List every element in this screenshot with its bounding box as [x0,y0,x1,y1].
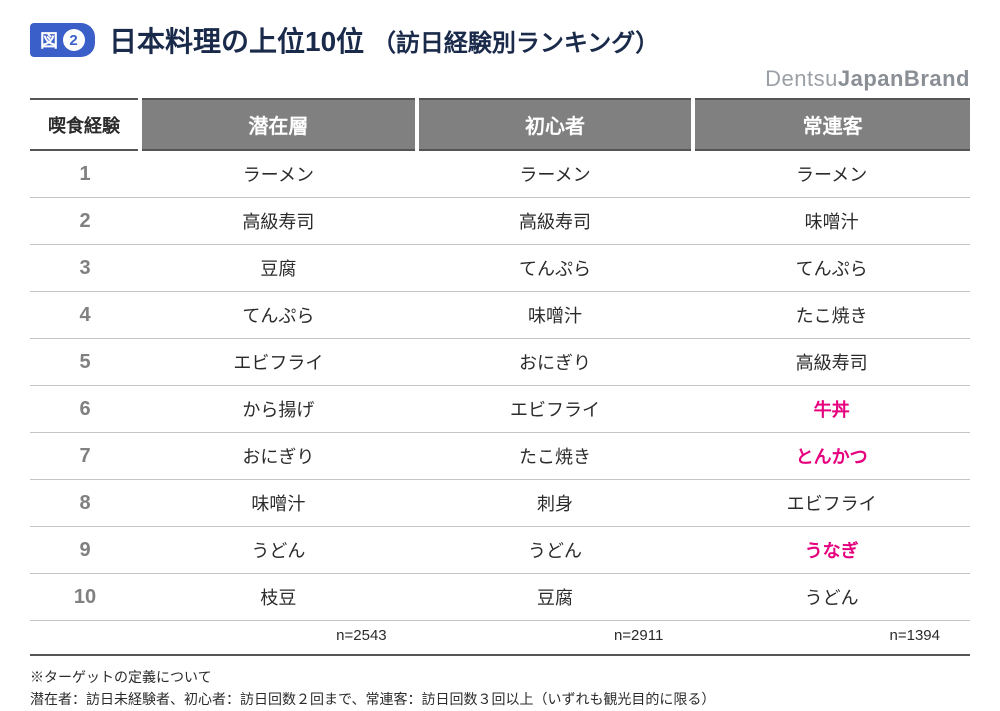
data-cell: 味噌汁 [417,292,694,339]
rank-cell: 8 [30,480,140,527]
col-header-1: 初心者 [417,99,694,150]
col-header-0: 潜在層 [140,99,417,150]
table-row: 5エビフライおにぎり高級寿司 [30,339,970,386]
data-cell: うどん [417,527,694,574]
brand-light: Dentsu [765,66,838,91]
data-cell: エビフライ [693,480,970,527]
n-value: n=1394 [693,621,970,656]
data-cell: てんぷら [417,245,694,292]
data-cell: 高級寿司 [693,339,970,386]
data-cell: おにぎり [417,339,694,386]
rank-cell: 10 [30,574,140,621]
rank-cell: 4 [30,292,140,339]
ranking-table: 喫食経験 潜在層 初心者 常連客 1ラーメンラーメンラーメン2高級寿司高級寿司味… [30,98,970,656]
brand-logo: DentsuJapanBrand [30,66,970,92]
data-cell: ラーメン [140,150,417,198]
data-cell: たこ焼き [693,292,970,339]
data-cell: ラーメン [693,150,970,198]
data-cell: 味噌汁 [693,198,970,245]
data-cell: うどん [693,574,970,621]
figure-badge-number: 2 [63,29,85,51]
data-cell: ラーメン [417,150,694,198]
title-sub: （訪日経験別ランキング） [372,30,659,57]
footnote: ※ターゲットの定義について 潜在者：訪日未経験者、初心者：訪日回数２回まで、常連… [30,666,970,711]
data-cell: てんぷら [693,245,970,292]
data-cell: 牛丼 [693,386,970,433]
data-cell: とんかつ [693,433,970,480]
table-row: 3豆腐てんぷらてんぷら [30,245,970,292]
rank-cell: 3 [30,245,140,292]
n-row: n=2543n=2911n=1394 [30,621,970,656]
rank-cell: 7 [30,433,140,480]
data-cell: から揚げ [140,386,417,433]
data-cell: てんぷら [140,292,417,339]
rank-cell: 6 [30,386,140,433]
rank-cell: 9 [30,527,140,574]
rank-header: 喫食経験 [30,99,140,150]
data-cell: 豆腐 [140,245,417,292]
data-cell: エビフライ [140,339,417,386]
figure-badge: 図 2 [30,23,95,57]
data-cell: 高級寿司 [140,198,417,245]
footnote-body: 潜在者：訪日未経験者、初心者：訪日回数２回まで、常連客：訪日回数３回以上（いずれ… [30,688,970,710]
data-cell: うなぎ [693,527,970,574]
rank-cell: 1 [30,150,140,198]
data-cell: たこ焼き [417,433,694,480]
page-title: 日本料理の上位10位 （訪日経験別ランキング） [109,20,659,60]
table-row: 2高級寿司高級寿司味噌汁 [30,198,970,245]
footnote-title: ※ターゲットの定義について [30,666,970,688]
table-row: 10枝豆豆腐うどん [30,574,970,621]
data-cell: 豆腐 [417,574,694,621]
table-row: 6から揚げエビフライ牛丼 [30,386,970,433]
data-cell: エビフライ [417,386,694,433]
n-value: n=2543 [140,621,417,656]
data-cell: 高級寿司 [417,198,694,245]
table-row: 7おにぎりたこ焼きとんかつ [30,433,970,480]
brand-bold: JapanBrand [838,66,970,91]
table-row: 8味噌汁刺身エビフライ [30,480,970,527]
figure-header: 図 2 日本料理の上位10位 （訪日経験別ランキング） [30,20,970,60]
table-row: 9うどんうどんうなぎ [30,527,970,574]
data-cell: 刺身 [417,480,694,527]
rank-cell: 2 [30,198,140,245]
col-header-2: 常連客 [693,99,970,150]
n-value: n=2911 [417,621,694,656]
data-cell: 味噌汁 [140,480,417,527]
table-row: 4てんぷら味噌汁たこ焼き [30,292,970,339]
table-row: 1ラーメンラーメンラーメン [30,150,970,198]
title-main: 日本料理の上位10位 [109,26,364,57]
data-cell: 枝豆 [140,574,417,621]
rank-cell: 5 [30,339,140,386]
table-header-row: 喫食経験 潜在層 初心者 常連客 [30,99,970,150]
n-spacer [30,621,140,656]
figure-badge-label: 図 [40,27,59,53]
table-body: 1ラーメンラーメンラーメン2高級寿司高級寿司味噌汁3豆腐てんぷらてんぷら4てんぷ… [30,150,970,655]
data-cell: おにぎり [140,433,417,480]
data-cell: うどん [140,527,417,574]
